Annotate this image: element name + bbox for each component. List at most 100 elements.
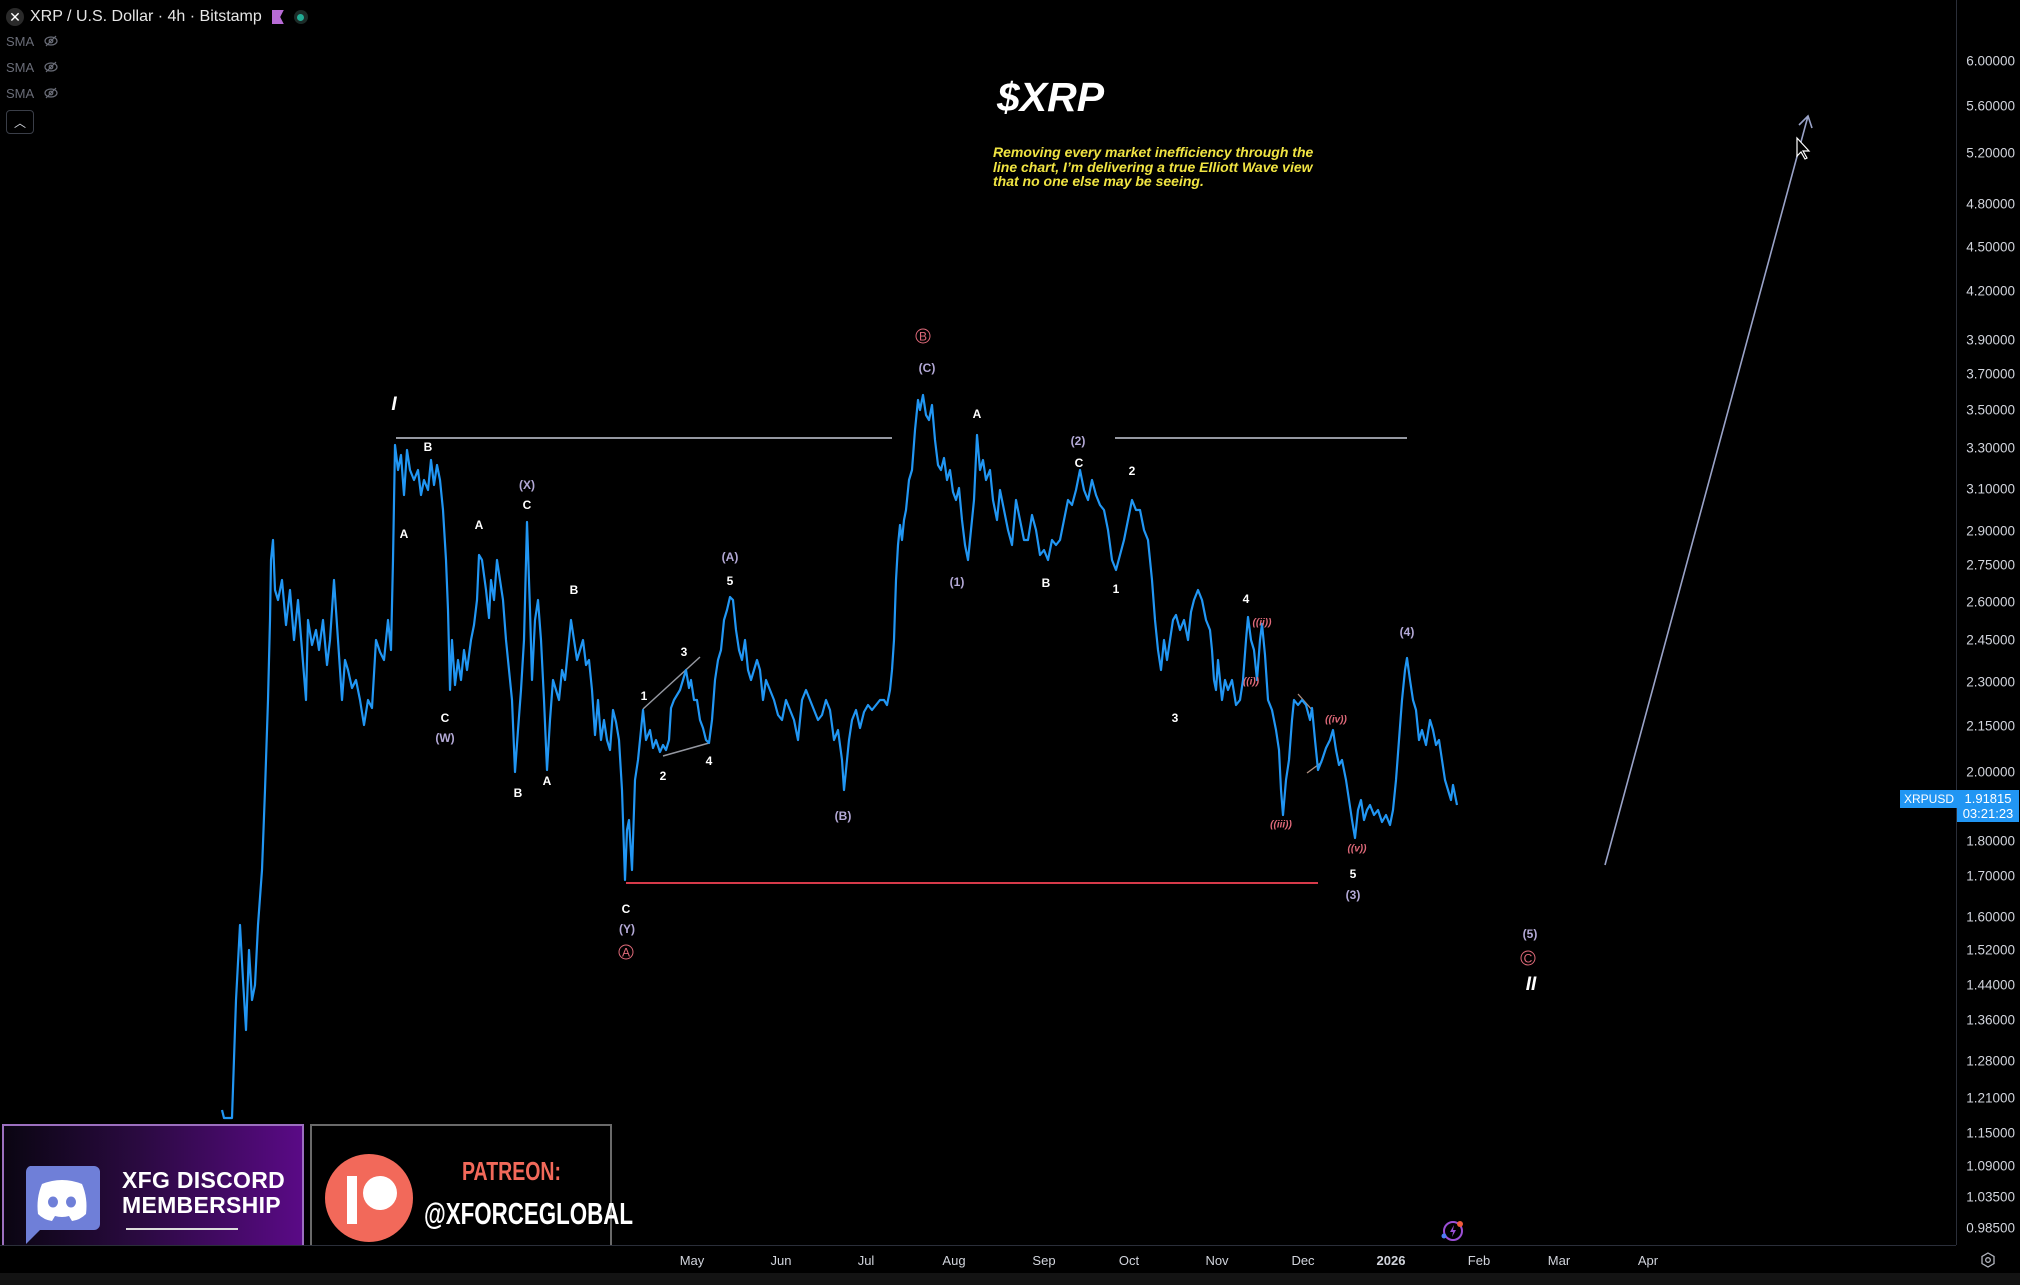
price-tick: 2.15000: [1966, 718, 2015, 734]
wave-label[interactable]: ((v)): [1347, 843, 1367, 855]
price-tick: 5.20000: [1966, 145, 2015, 161]
time-tick: Aug: [942, 1253, 966, 1268]
price-tick: 0.98500: [1966, 1220, 2015, 1236]
wave-label[interactable]: B: [569, 583, 579, 597]
wave-label[interactable]: (W): [435, 731, 455, 745]
price-tick: 1.28000: [1966, 1053, 2015, 1069]
time-tick: Nov: [1205, 1253, 1229, 1268]
discord-line-1: XFG DISCORD: [122, 1167, 286, 1193]
chart-subtitle-annotation: Removing every market inefficiency throu…: [993, 144, 1314, 189]
wave-label[interactable]: (B): [834, 809, 852, 823]
wave-label[interactable]: (4): [1399, 625, 1415, 639]
wave-label[interactable]: ((iii)): [1270, 819, 1292, 831]
indicator-sma-3[interactable]: SMA: [6, 80, 308, 106]
price-tick: 2.75000: [1966, 557, 2015, 573]
indicator-label: SMA: [6, 85, 35, 101]
wedge-upper: [642, 656, 701, 710]
wave-label[interactable]: ((ii)): [1252, 617, 1272, 629]
price-tick: 3.70000: [1966, 366, 2015, 382]
wave-label[interactable]: (A): [721, 550, 739, 564]
wave-label[interactable]: (Y): [619, 922, 635, 936]
last-price-symbol-tag: XRPUSD: [1900, 790, 1959, 808]
patreon-label: PATREON:: [462, 1156, 561, 1186]
symbol-row[interactable]: ✕ XRP / U.S. Dollar · 4h · Bitstamp: [6, 6, 308, 28]
wave-label[interactable]: (3): [1345, 888, 1361, 902]
wave-label[interactable]: C: [522, 498, 532, 512]
price-axis[interactable]: 6.00000 5.60000 5.20000 4.80000 4.50000 4.200…: [1956, 0, 2020, 1245]
wedge-lower: [662, 742, 710, 757]
price-tick: 6.00000: [1966, 53, 2015, 69]
settings-icon[interactable]: [1980, 1252, 1996, 1268]
collapse-legend-button[interactable]: ︿: [6, 110, 34, 134]
price-tick: 2.00000: [1966, 764, 2015, 780]
price-tick: 5.60000: [1966, 98, 2015, 114]
time-tick: Mar: [1547, 1253, 1571, 1268]
last-price-value: 1.91815: [1964, 791, 2012, 806]
wave-label[interactable]: A: [972, 407, 982, 421]
time-tick: Apr: [1637, 1253, 1659, 1268]
wave-label[interactable]: C: [440, 711, 450, 725]
wave-label[interactable]: B: [513, 786, 523, 800]
wave-label[interactable]: II: [1525, 974, 1537, 995]
discord-line-2: MEMBERSHIP: [122, 1192, 281, 1218]
wave-label[interactable]: B: [423, 440, 433, 454]
price-tick: 2.30000: [1966, 674, 2015, 690]
wave-label[interactable]: 3: [1171, 711, 1179, 725]
chart-area[interactable]: ✕ XRP / U.S. Dollar · 4h · Bitstamp SMA …: [0, 0, 1956, 1268]
price-tick: 1.70000: [1966, 868, 2015, 884]
discord-underline: [126, 1228, 238, 1230]
price-tick: 3.90000: [1966, 332, 2015, 348]
wave-label[interactable]: B: [915, 328, 931, 344]
indicator-sma-2[interactable]: SMA: [6, 54, 308, 80]
flash-alert-icon[interactable]: [1440, 1218, 1466, 1244]
wave-label[interactable]: ((i)): [1242, 676, 1260, 688]
price-tick: 4.20000: [1966, 283, 2015, 299]
eye-off-icon[interactable]: [44, 60, 58, 74]
wave-label[interactable]: I: [391, 394, 397, 415]
price-tick: 2.90000: [1966, 523, 2015, 539]
wave-label[interactable]: 4: [705, 754, 713, 768]
price-tick: 1.21000: [1966, 1090, 2015, 1106]
price-tick: 1.09000: [1966, 1158, 2015, 1174]
wave-label[interactable]: (X): [519, 478, 535, 492]
wave-label[interactable]: A: [399, 527, 409, 541]
indicator-sma-1[interactable]: SMA: [6, 28, 308, 54]
price-tick: 1.03500: [1966, 1189, 2015, 1205]
price-chart[interactable]: [0, 0, 1956, 1245]
price-tick: 4.80000: [1966, 196, 2015, 212]
wave-label[interactable]: A: [618, 944, 634, 960]
wave-label[interactable]: 2: [659, 769, 667, 783]
mouse-cursor-icon: [1796, 136, 1811, 160]
chart-legend: ✕ XRP / U.S. Dollar · 4h · Bitstamp SMA …: [6, 6, 308, 134]
wave-label[interactable]: (5): [1522, 927, 1538, 941]
eye-off-icon[interactable]: [44, 34, 58, 48]
close-icon[interactable]: ✕: [6, 8, 24, 26]
wave-label[interactable]: 4: [1242, 592, 1250, 606]
wave-label[interactable]: (C): [918, 361, 936, 375]
wave-label[interactable]: 5: [1349, 867, 1357, 881]
wave-label[interactable]: 1: [640, 689, 648, 703]
price-tick: 3.30000: [1966, 440, 2015, 456]
time-axis[interactable]: May Jun Jul Aug Sep Oct Nov Dec 2026 Feb Mar Apr: [0, 1245, 1956, 1274]
wave-label[interactable]: A: [474, 518, 484, 532]
wave-label[interactable]: B: [1041, 576, 1051, 590]
symbol-title[interactable]: XRP / U.S. Dollar · 4h · Bitstamp: [30, 8, 262, 25]
time-tick: 2026: [1376, 1253, 1406, 1268]
wave-label[interactable]: 2: [1128, 464, 1136, 478]
projection-arrow-line: [1604, 115, 1809, 866]
wave-label[interactable]: (1): [949, 575, 965, 589]
wave-label[interactable]: ((iv)): [1325, 714, 1347, 726]
price-tick: 2.45000: [1966, 632, 2015, 648]
wave-label[interactable]: 3: [680, 645, 688, 659]
wave-label[interactable]: A: [542, 774, 552, 788]
patreon-banner[interactable]: PATREON: @XFORCEGLOBAL: [310, 1124, 633, 1268]
wave-label[interactable]: (2): [1070, 434, 1086, 448]
wave-label[interactable]: C: [1520, 950, 1536, 966]
wave-label[interactable]: 5: [726, 574, 734, 588]
bar-countdown: 03:21:23: [1962, 806, 2014, 821]
wave-label[interactable]: C: [1074, 456, 1084, 470]
flag-icon[interactable]: [271, 10, 284, 24]
wave-label[interactable]: 1: [1112, 582, 1120, 596]
wave-label[interactable]: C: [621, 902, 631, 916]
eye-off-icon[interactable]: [44, 86, 58, 100]
